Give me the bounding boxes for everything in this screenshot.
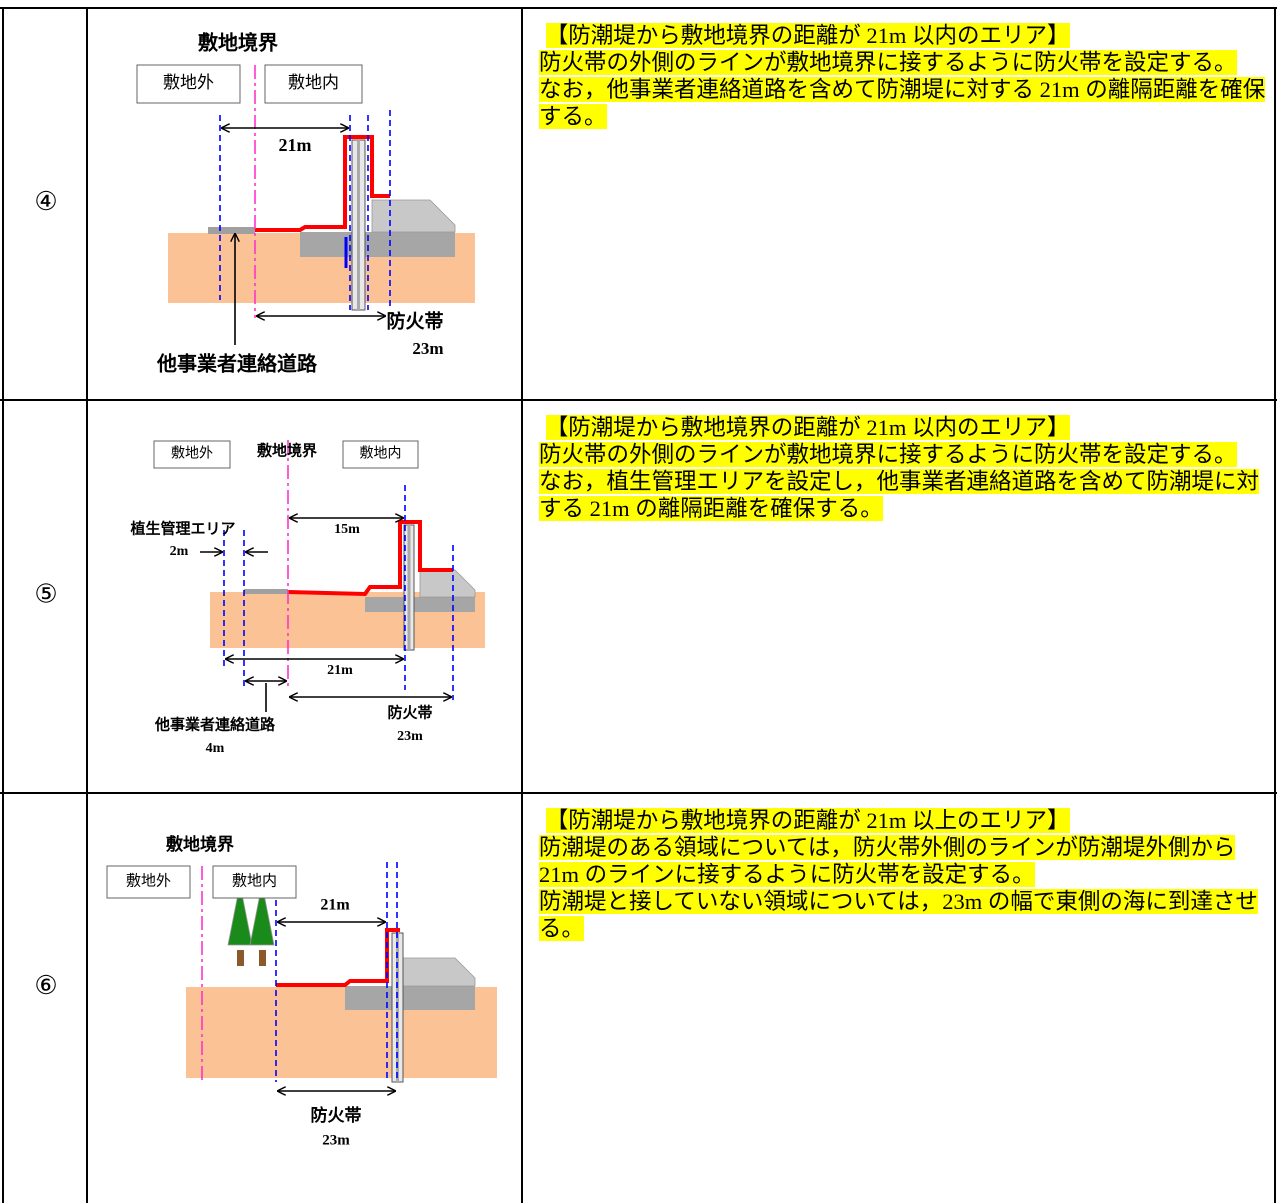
road (244, 589, 288, 594)
tree-trunk (259, 950, 266, 966)
description: 【防潮堤から敷地境界の距離が 21m 以上のエリア】 防潮堤のある領域については，… (539, 807, 1269, 942)
highlighted-text: 【防潮堤から敷地境界の距離が 21m 以内のエリア】 (545, 23, 1070, 48)
diagram-label: 植生管理エリア (130, 519, 235, 537)
diagram-label: 21m (279, 135, 312, 155)
row-number: ⑤ (34, 579, 57, 608)
description-paragraph: 【防潮堤から敷地境界の距離が 21m 以内のエリア】 (539, 414, 1269, 441)
highlighted-text: 防火帯の外側のラインが敷地境界に接するように防火帯を設定する。 (539, 442, 1237, 467)
diagram-label: 敷地境界 (166, 834, 234, 854)
seawall-base (365, 597, 475, 612)
description-paragraph: 【防潮堤から敷地境界の距離が 21m 以上のエリア】 (539, 807, 1269, 834)
road (208, 227, 255, 234)
diagram-label: 敷地内 (232, 871, 277, 889)
firebreak-line (276, 928, 400, 987)
description-paragraph: なお，植生管理エリアを設定し，他事業者連絡道路を含めて防潮堤に対する 21m の… (539, 468, 1269, 522)
description-paragraph: 防火帯の外側のラインが敷地境界に接するように防火帯を設定する。 (539, 49, 1269, 76)
highlighted-text: なお，他事業者連絡道路を含めて防潮堤に対する 21m の離隔距離を確保する。 (539, 77, 1266, 129)
description-paragraph: なお，他事業者連絡道路を含めて防潮堤に対する 21m の離隔距離を確保する。 (539, 76, 1269, 130)
description-paragraph: 【防潮堤から敷地境界の距離が 21m 以内のエリア】 (539, 22, 1269, 49)
diagram-label: 21m (327, 663, 353, 678)
tree-trunk (237, 950, 244, 966)
diagram-label: 4m (206, 741, 225, 756)
diagram-label: 23m (397, 729, 423, 744)
description: 【防潮堤から敷地境界の距離が 21m 以内のエリア】 防火帯の外側のラインが敷地境… (539, 414, 1269, 522)
diagram-label: 23m (322, 1132, 350, 1148)
tree (227, 883, 253, 946)
diagram-label: 敷地内 (360, 446, 402, 462)
embankment (399, 957, 476, 987)
table-borders (0, 7, 1277, 1203)
diagram-label: 2m (170, 544, 189, 559)
label-box (106, 865, 191, 899)
tree (249, 883, 275, 946)
description-paragraph: 防火帯の外側のラインが敷地境界に接するように防火帯を設定する。 (539, 441, 1269, 468)
description-paragraph: 防潮堤のある領域については，防火帯外側のラインが防潮堤外側から 21m のライン… (539, 834, 1269, 888)
seawall-base (345, 986, 475, 1010)
diagram-label: 他事業者連絡道路 (156, 352, 318, 376)
diagram-label: 防火帯 (386, 309, 443, 332)
highlighted-text: 【防潮堤から敷地境界の距離が 21m 以内のエリア】 (545, 415, 1070, 440)
diagram-label: 敷地外 (126, 871, 171, 889)
diagram-label: 防火帯 (311, 1105, 362, 1125)
diagram-label: 他事業者連絡道路 (154, 715, 276, 733)
diagram-label: 21m (320, 897, 350, 914)
label-box (342, 440, 419, 469)
diagram-label: 23m (412, 339, 443, 358)
embankment (371, 199, 456, 233)
diagram-label: 敷地外 (163, 73, 214, 92)
highlighted-text: 防潮堤のある領域については，防火帯外側のラインが防潮堤外側から 21m のライン… (539, 835, 1236, 887)
diagram-label: 敷地境界 (257, 441, 317, 459)
row-number: ④ (34, 187, 57, 216)
diagram-label: 敷地境界 (198, 31, 278, 55)
diagram-label: 15m (334, 522, 360, 537)
diagram-label: 敷地外 (171, 446, 213, 462)
diagram-label: 敷地内 (288, 73, 339, 92)
description-paragraph: 防潮堤と接していない領域については，23m の幅で東側の海に到達させる。 (539, 888, 1269, 942)
highlighted-text: 【防潮堤から敷地境界の距離が 21m 以上のエリア】 (545, 808, 1070, 833)
label-box (136, 64, 241, 104)
label-box (264, 64, 363, 104)
highlighted-text: 防潮堤と接していない領域については，23m の幅で東側の海に到達させる。 (539, 889, 1258, 941)
embankment (419, 569, 476, 598)
label-box (153, 440, 231, 469)
firebreak-line (287, 520, 453, 597)
row-number: ⑥ (34, 971, 57, 1000)
highlighted-text: 防火帯の外側のラインが敷地境界に接するように防火帯を設定する。 (539, 50, 1237, 75)
seawall-base (300, 232, 455, 257)
highlighted-text: なお，植生管理エリアを設定し，他事業者連絡道路を含めて防潮堤に対する 21m の… (539, 469, 1260, 521)
description: 【防潮堤から敷地境界の距離が 21m 以内のエリア】 防火帯の外側のラインが敷地境… (539, 22, 1269, 130)
firebreak-line (255, 135, 390, 232)
diagram-label: 防火帯 (387, 703, 432, 721)
label-box (212, 865, 297, 899)
